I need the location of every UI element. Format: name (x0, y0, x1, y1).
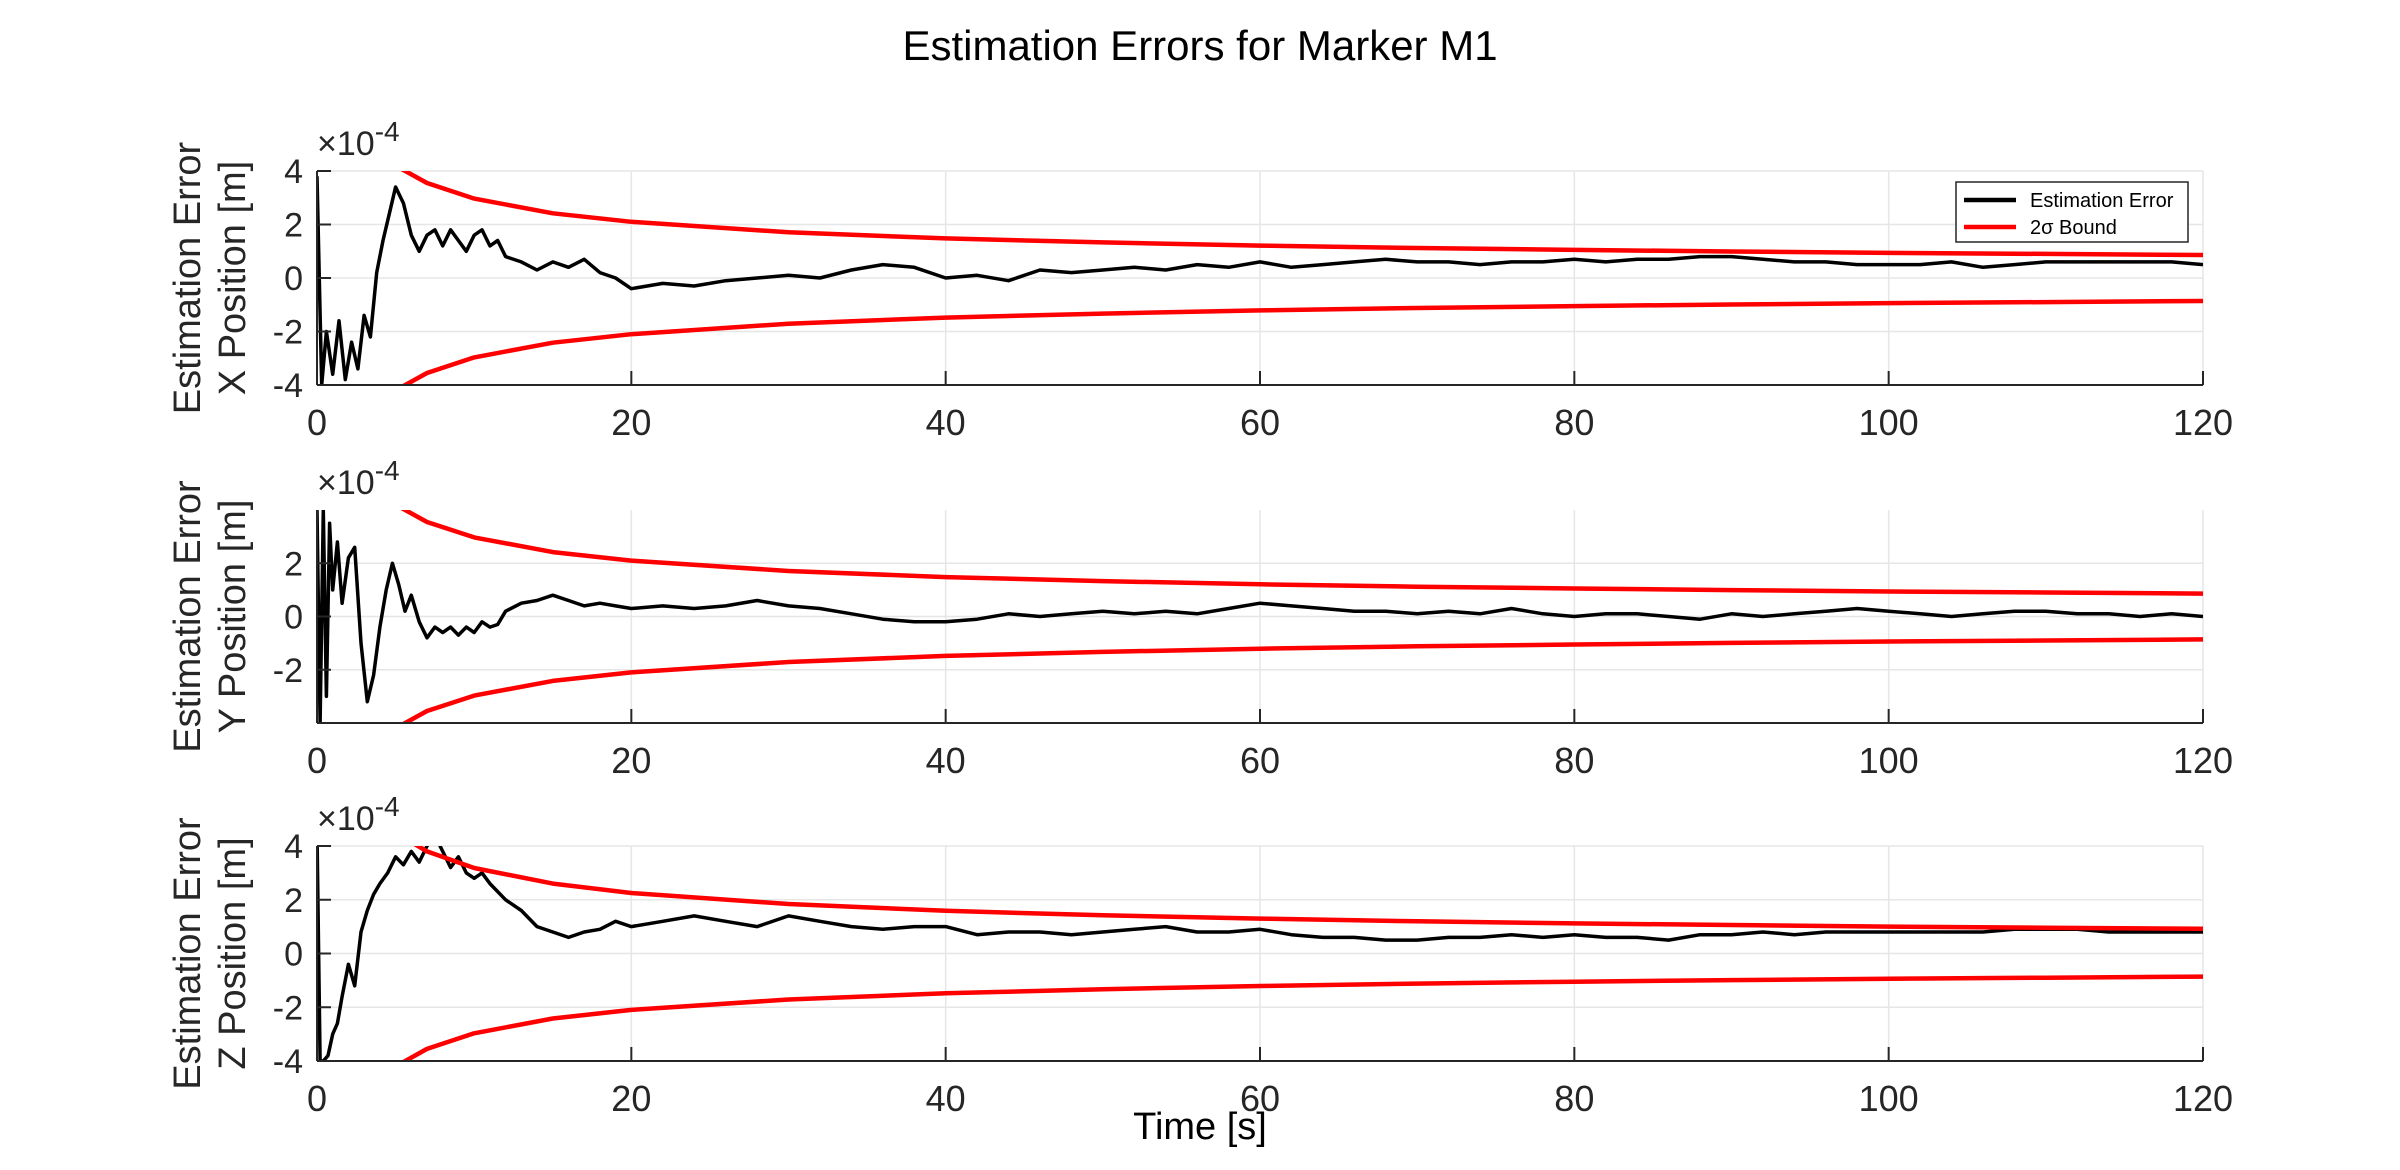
legend-label: 2σ Bound (2030, 217, 2117, 239)
x-tick-label: 100 (1859, 740, 1919, 781)
x-tick-label: 0 (307, 740, 327, 781)
y-axis-label-line1: Estimation Error (167, 817, 209, 1090)
x-tick-label: 20 (611, 402, 651, 443)
subplot-3: 0 20 40 60 80 100 120 -4 -2 0 2 4 ×10-4 Estimation Er… (167, 791, 2233, 1119)
x-tick-label: 120 (2173, 740, 2233, 781)
y-tick-label: 0 (284, 936, 303, 974)
x-tick-label: 80 (1554, 402, 1594, 443)
plot-area (317, 846, 2203, 1061)
subplot-2: 0 20 40 60 80 100 120 -2 0 2 ×10-4 Estimation Error… (167, 455, 2233, 781)
x-tick-label: 20 (611, 1078, 651, 1119)
y-tick-label: -4 (273, 1043, 303, 1081)
x-tick-label: 60 (1240, 740, 1280, 781)
y-tick-label: 2 (284, 545, 303, 583)
x-tick-label: 80 (1554, 1078, 1594, 1119)
plot-area (317, 510, 2203, 723)
y-tick-label: 0 (284, 260, 303, 298)
y-axis-label-line1: Estimation Error (167, 141, 209, 414)
y-axis-label-line2: Y Position [m] (212, 500, 254, 734)
estimation-error-line (317, 176, 2203, 385)
legend-box (1955, 181, 2189, 243)
axis-exponent: ×10-4 (317, 116, 400, 163)
x-tick-label: 20 (611, 740, 651, 781)
x-tick-label: 60 (1240, 402, 1280, 443)
y-tick-label: 4 (284, 828, 303, 866)
x-axis-label: Time [s] (1133, 1106, 1267, 1148)
y-axis-label-line2: Z Position [m] (212, 837, 254, 1069)
lower-bound-line (400, 298, 2203, 385)
chart-title: Estimation Errors for Marker M1 (902, 22, 1498, 69)
y-tick-label: -2 (273, 652, 303, 690)
upper-bound-line (400, 510, 2203, 596)
y-tick-label: 0 (284, 599, 303, 637)
estimation-error-line (317, 510, 2203, 723)
x-tick-label: 80 (1554, 740, 1594, 781)
subplot-1: 0 20 40 60 80 100 120 -4 -2 0 2 4 ×10-4 Estimation Er… (167, 116, 2233, 443)
plot-area (317, 171, 2203, 385)
x-tick-label: 120 (2173, 402, 2233, 443)
upper-bound-line (413, 846, 2203, 932)
y-axis-label-line2: X Position [m] (212, 161, 254, 395)
x-tick-label: 60 (1240, 1078, 1280, 1119)
lower-bound-line (400, 637, 2203, 723)
upper-bound-line (400, 171, 2203, 258)
y-tick-label: -2 (273, 314, 303, 352)
y-tick-label: -4 (273, 367, 303, 405)
legend-label: Estimation Error (2030, 190, 2174, 212)
x-tick-label: 40 (926, 402, 966, 443)
x-tick-label: 100 (1859, 402, 1919, 443)
x-tick-label: 0 (307, 402, 327, 443)
y-tick-label: 4 (284, 153, 303, 191)
x-tick-label: 0 (307, 1078, 327, 1119)
x-tick-label: 100 (1859, 1078, 1919, 1119)
x-tick-label: 120 (2173, 1078, 2233, 1119)
y-axis-label-line1: Estimation Error (167, 480, 209, 753)
x-tick-label: 40 (926, 1078, 966, 1119)
legend: Estimation Error 2σ Bound (1955, 181, 2189, 243)
y-tick-label: -2 (273, 989, 303, 1027)
estimation-error-line (317, 846, 2203, 1061)
lower-bound-line (400, 974, 2203, 1061)
axis-exponent: ×10-4 (317, 791, 400, 838)
y-tick-label: 2 (284, 207, 303, 245)
axis-exponent: ×10-4 (317, 455, 400, 502)
y-tick-label: 2 (284, 882, 303, 920)
x-tick-label: 40 (926, 740, 966, 781)
